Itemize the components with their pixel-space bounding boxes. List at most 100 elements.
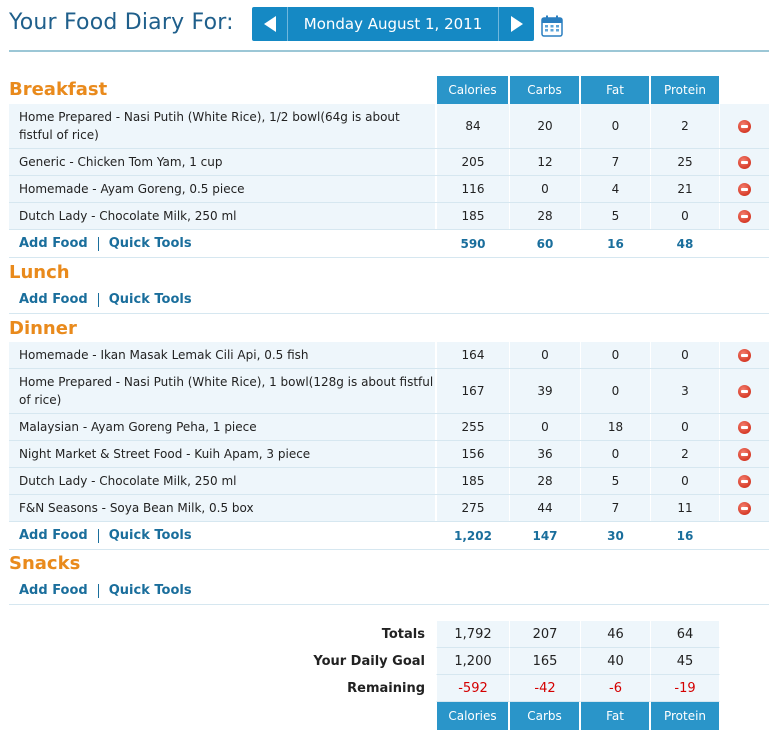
page-title: Your Food Diary For:: [9, 10, 234, 35]
delete-food-button[interactable]: [720, 495, 769, 521]
food-carbs: 44: [509, 495, 580, 521]
food-name[interactable]: Home Prepared - Nasi Putih (White Rice),…: [9, 104, 436, 148]
total-carbs: 147: [509, 522, 580, 549]
dinner-totals-row: Add Food Quick Tools 1,202 147 30 16: [9, 522, 769, 550]
total-protein: 48: [650, 230, 720, 257]
food-row: Homemade - Ikan Masak Lemak Cili Api, 0.…: [9, 342, 769, 369]
food-protein: 21: [650, 176, 720, 202]
food-carbs: 12: [509, 149, 580, 175]
total-fat: 16: [580, 230, 650, 257]
food-protein: 25: [650, 149, 720, 175]
quick-tools-link[interactable]: Quick Tools: [108, 292, 192, 307]
remaining-fat: -6: [580, 675, 650, 702]
meal-title-breakfast: Breakfast: [9, 76, 436, 104]
food-name[interactable]: Dutch Lady - Chocolate Milk, 250 ml: [9, 468, 436, 494]
delete-food-button[interactable]: [720, 468, 769, 494]
add-food-link[interactable]: Add Food: [19, 235, 88, 251]
remaining-row: Remaining -592 -42 -6 -19: [9, 675, 769, 702]
snacks-header-row: Snacks: [9, 550, 769, 578]
delete-food-button[interactable]: [720, 104, 769, 148]
food-row: Generic - Chicken Tom Yam, 1 cup 205 12 …: [9, 149, 769, 176]
goal-fat: 40: [580, 648, 650, 675]
delete-food-button[interactable]: [720, 414, 769, 440]
quick-tools-link[interactable]: Quick Tools: [108, 235, 192, 251]
food-protein: 0: [650, 342, 720, 368]
food-fat: 0: [580, 441, 650, 467]
food-protein: 0: [650, 468, 720, 494]
goal-calories: 1,200: [436, 648, 509, 675]
column-footer-calories: Calories: [436, 702, 509, 730]
food-row: Home Prepared - Nasi Putih (White Rice),…: [9, 104, 769, 149]
total-carbs: 60: [509, 230, 580, 257]
food-carbs: 0: [509, 414, 580, 440]
food-name[interactable]: Homemade - Ikan Masak Lemak Cili Api, 0.…: [9, 342, 436, 368]
column-header-calories: Calories: [436, 76, 509, 104]
food-carbs: 20: [509, 104, 580, 148]
column-header-protein: Protein: [650, 76, 720, 104]
food-calories: 167: [436, 369, 509, 413]
food-protein: 2: [650, 441, 720, 467]
delete-icon: [738, 384, 751, 398]
delete-food-button[interactable]: [720, 369, 769, 413]
header-divider: [9, 50, 769, 52]
meal-title-text: Dinner: [9, 317, 77, 339]
delete-food-button[interactable]: [720, 441, 769, 467]
total-protein: 16: [650, 522, 720, 549]
food-fat: 0: [580, 342, 650, 368]
delete-food-button[interactable]: [720, 176, 769, 202]
lunch-header-row: Lunch: [9, 259, 769, 287]
meal-actions: Add Food Quick Tools: [9, 522, 436, 549]
quick-tools-link[interactable]: Quick Tools: [108, 583, 192, 598]
food-name[interactable]: Malaysian - Ayam Goreng Peha, 1 piece: [9, 414, 436, 440]
food-calories: 275: [436, 495, 509, 521]
meal-title-text: Breakfast: [9, 79, 108, 100]
food-row: Homemade - Ayam Goreng, 0.5 piece 116 0 …: [9, 176, 769, 203]
column-header-carbs: Carbs: [509, 76, 580, 104]
food-protein: 11: [650, 495, 720, 521]
food-protein: 3: [650, 369, 720, 413]
food-name[interactable]: Generic - Chicken Tom Yam, 1 cup: [9, 149, 436, 175]
delete-food-button[interactable]: [720, 203, 769, 229]
link-separator: [97, 236, 99, 251]
arrow-left-icon: [263, 16, 276, 32]
food-calories: 185: [436, 203, 509, 229]
food-name[interactable]: F&N Seasons - Soya Bean Milk, 0.5 box: [9, 495, 436, 521]
meal-title-dinner: Dinner: [9, 315, 436, 342]
delete-icon: [738, 474, 751, 488]
food-fat: 5: [580, 468, 650, 494]
food-fat: 0: [580, 104, 650, 148]
delete-food-button[interactable]: [720, 149, 769, 175]
breakfast-header-row: Breakfast Calories Carbs Fat Protein: [9, 76, 769, 104]
food-row: Malaysian - Ayam Goreng Peha, 1 piece 25…: [9, 414, 769, 441]
add-food-link[interactable]: Add Food: [19, 292, 88, 307]
food-protein: 0: [650, 414, 720, 440]
total-fat: 30: [580, 522, 650, 549]
meal-title-snacks: Snacks: [9, 550, 436, 578]
column-footer-fat: Fat: [580, 702, 650, 730]
link-separator: [97, 293, 99, 307]
previous-day-button[interactable]: [252, 7, 288, 41]
diary-header: Your Food Diary For: Monday August 1, 20…: [9, 7, 769, 51]
delete-icon: [738, 155, 751, 169]
add-food-link[interactable]: Add Food: [19, 527, 88, 543]
add-food-link[interactable]: Add Food: [19, 583, 88, 598]
delete-icon: [738, 209, 751, 223]
lunch-totals-row: Add Food Quick Tools: [9, 287, 769, 314]
food-name[interactable]: Homemade - Ayam Goreng, 0.5 piece: [9, 176, 436, 202]
food-name[interactable]: Home Prepared - Nasi Putih (White Rice),…: [9, 369, 436, 413]
food-name[interactable]: Dutch Lady - Chocolate Milk, 250 ml: [9, 203, 436, 229]
food-fat: 0: [580, 369, 650, 413]
calendar-icon[interactable]: [541, 15, 563, 37]
food-carbs: 36: [509, 441, 580, 467]
quick-tools-link[interactable]: Quick Tools: [108, 527, 192, 543]
breakfast-totals-row: Add Food Quick Tools 590 60 16 48: [9, 230, 769, 258]
goal-carbs: 165: [509, 648, 580, 675]
column-footer-protein: Protein: [650, 702, 720, 730]
food-fat: 5: [580, 203, 650, 229]
daily-goal-row: Your Daily Goal 1,200 165 40 45: [9, 648, 769, 675]
food-fat: 7: [580, 149, 650, 175]
delete-food-button[interactable]: [720, 342, 769, 368]
goal-protein: 45: [650, 648, 720, 675]
next-day-button[interactable]: [498, 7, 534, 41]
food-name[interactable]: Night Market & Street Food - Kuih Apam, …: [9, 441, 436, 467]
